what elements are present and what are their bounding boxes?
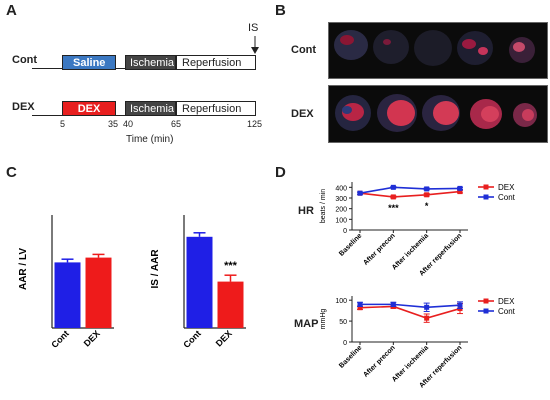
x-tick-label: DEX bbox=[214, 328, 234, 348]
data-point bbox=[390, 301, 396, 307]
heart-slices-photo-dex bbox=[328, 85, 548, 143]
protocol-reperfusion-label-dex: Reperfusion bbox=[182, 102, 242, 115]
protocol-ischemia-label-dex: Ischemia bbox=[130, 102, 175, 115]
bar-chart-aar-lv: AAR / LV Cont DEX bbox=[18, 215, 114, 350]
hr-row-label: HR bbox=[298, 205, 314, 217]
x-tick-label: After precon bbox=[362, 232, 396, 266]
is-label: IS bbox=[248, 22, 259, 34]
bar bbox=[54, 262, 81, 328]
protocol-treatment-box-cont: Saline bbox=[62, 55, 116, 70]
bar bbox=[85, 257, 112, 328]
protocol-reperfusion-box-dex: Reperfusion bbox=[176, 101, 256, 116]
y-tick-label: 50 bbox=[339, 319, 347, 326]
heart-slices-dex-image bbox=[335, 94, 537, 132]
data-point bbox=[357, 190, 363, 196]
protocol-treatment-label-cont: Saline bbox=[73, 56, 106, 69]
legend-label: Cont bbox=[498, 193, 516, 202]
y-axis-label: IS / AAR bbox=[150, 249, 161, 289]
significance-label: *** bbox=[388, 203, 399, 213]
data-point bbox=[457, 189, 463, 195]
y-axis-label: AAR / LV bbox=[18, 248, 29, 290]
protocol-row-label-dex: DEX bbox=[12, 101, 35, 113]
timeline-baseline-dex bbox=[32, 115, 62, 116]
protocol-row-label-cont: Cont bbox=[12, 54, 38, 66]
data-point bbox=[424, 192, 430, 198]
time-tick: 5 bbox=[60, 119, 66, 129]
time-tick: 40 bbox=[123, 119, 134, 129]
series-line bbox=[359, 190, 461, 198]
time-tick: 35 bbox=[108, 119, 119, 129]
x-tick-label: Baseline bbox=[338, 232, 363, 257]
data-point bbox=[390, 184, 396, 190]
timeline-gap-cont bbox=[116, 68, 125, 69]
y-tick-label: 300 bbox=[335, 196, 347, 203]
panel-d-letter: D bbox=[275, 164, 286, 181]
y-tick-label: 200 bbox=[335, 207, 347, 214]
significance-label: * bbox=[425, 201, 429, 211]
y-tick-label: 0 bbox=[343, 340, 347, 347]
y-axis-label: beats / min bbox=[320, 189, 327, 223]
x-tick-label: Cont bbox=[49, 328, 71, 350]
legend-swatch-marker bbox=[483, 298, 489, 304]
time-tick: 125 bbox=[247, 119, 263, 129]
timeline-gap-dex bbox=[116, 115, 125, 116]
bar bbox=[217, 281, 244, 328]
y-tick-label: 400 bbox=[335, 185, 347, 192]
x-tick-label: DEX bbox=[82, 328, 102, 348]
protocol-treatment-box-dex: DEX bbox=[62, 101, 116, 116]
series-line bbox=[359, 186, 461, 194]
data-point bbox=[457, 185, 463, 191]
data-point bbox=[424, 315, 430, 321]
x-tick-label: Cont bbox=[181, 328, 203, 350]
data-point bbox=[390, 194, 396, 200]
bar-chart-is-aar: IS / AAR Cont *** DEX bbox=[150, 215, 246, 350]
y-tick-label: 0 bbox=[343, 228, 347, 235]
series-line bbox=[359, 305, 461, 320]
series-line bbox=[360, 303, 461, 309]
y-tick-label: 100 bbox=[335, 298, 347, 305]
heart-row-label-cont: Cont bbox=[291, 44, 317, 56]
protocol-ischemia-box-dex: Ischemia bbox=[125, 101, 176, 116]
legend-label: DEX bbox=[498, 297, 515, 306]
is-arrow bbox=[251, 36, 259, 54]
panel-b-letter: B bbox=[275, 2, 286, 19]
legend-swatch-marker bbox=[483, 194, 489, 200]
y-axis-label: mmHg bbox=[320, 309, 327, 330]
heart-slices-photo-cont bbox=[328, 22, 548, 79]
significance-label: *** bbox=[224, 260, 238, 272]
protocol-reperfusion-label-cont: Reperfusion bbox=[182, 56, 242, 69]
x-tick-label: After precon bbox=[362, 344, 396, 378]
heart-row-label-dex: DEX bbox=[291, 108, 314, 120]
data-point bbox=[357, 301, 363, 307]
timeline-baseline-cont bbox=[32, 68, 62, 69]
time-tick: 65 bbox=[171, 119, 182, 129]
data-point bbox=[357, 305, 363, 311]
protocol-treatment-label-dex: DEX bbox=[77, 102, 101, 115]
legend-label: DEX bbox=[498, 183, 515, 192]
data-point bbox=[457, 302, 463, 308]
legend-swatch-marker bbox=[483, 184, 489, 190]
map-row-label: MAP bbox=[294, 318, 319, 330]
legend-label: Cont bbox=[498, 307, 516, 316]
protocol-ischemia-box-cont: Ischemia bbox=[125, 55, 176, 70]
data-point bbox=[424, 186, 430, 192]
time-axis-label: Time (min) bbox=[126, 134, 174, 145]
panel-c-letter: C bbox=[6, 164, 17, 181]
protocol-reperfusion-box-cont: Reperfusion bbox=[176, 55, 256, 70]
panel-a-letter: A bbox=[6, 2, 17, 19]
bar bbox=[186, 236, 213, 328]
data-point bbox=[424, 304, 430, 310]
x-tick-label: Baseline bbox=[338, 344, 363, 369]
legend-swatch-marker bbox=[483, 308, 489, 314]
heart-slices-cont-image bbox=[334, 30, 535, 66]
y-tick-label: 100 bbox=[335, 217, 347, 224]
protocol-ischemia-label-cont: Ischemia bbox=[130, 56, 175, 69]
